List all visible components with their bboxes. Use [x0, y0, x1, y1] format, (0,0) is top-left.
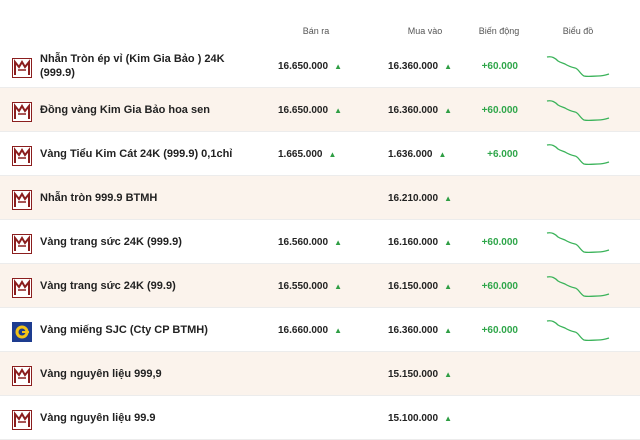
btmh-logo-icon — [12, 366, 32, 386]
up-arrow-icon: ▲ — [328, 149, 337, 159]
product-name[interactable]: Vàng Tiểu Kim Cát 24K (999.9) 0,1chỉ — [40, 148, 233, 160]
buy-price: 16.360.000 ▲ — [388, 308, 462, 352]
buy-price: 15.150.000 ▲ — [388, 352, 462, 396]
sparkline-chart[interactable] — [546, 318, 610, 344]
sell-price-value: 16.660.000 — [278, 324, 329, 336]
sparkline-chart[interactable] — [546, 230, 610, 256]
up-arrow-icon: ▲ — [444, 369, 452, 379]
sell-price-value: 16.550.000 — [278, 280, 329, 292]
up-arrow-icon: ▲ — [444, 193, 452, 203]
buy-price: 16.150.000 ▲ — [388, 264, 462, 308]
buy-price-value: 15.100.000 — [388, 412, 439, 424]
price-change: +60.000 — [481, 280, 518, 292]
buy-price: 16.210.000 ▲ — [388, 176, 462, 220]
up-arrow-icon: ▲ — [444, 413, 452, 423]
sell-price-value: 1.665.000 — [278, 148, 323, 160]
product-name[interactable]: Nhẫn tròn 999.9 BTMH — [40, 192, 158, 204]
table-row[interactable]: Vàng trang sức 24K (99.9) 16.550.000 ▲ 16.1… — [0, 264, 640, 308]
btmh-logo-icon — [12, 146, 32, 166]
product-name[interactable]: Vàng trang sức 24K (999.9) — [40, 236, 182, 248]
sparkline-chart[interactable] — [546, 98, 610, 124]
sjc-logo-icon — [12, 322, 32, 342]
table-row[interactable]: Vàng nguyên liệu 99.9 15.100.000 ▲ — [0, 396, 640, 440]
buy-price-value: 15.150.000 — [388, 368, 439, 380]
table-row[interactable]: Vàng trang sức 24K (999.9) 16.560.000 ▲ 16.… — [0, 220, 640, 264]
product-name[interactable]: Vàng nguyên liệu 999,9 — [40, 368, 162, 380]
table-row[interactable]: Vàng nguyên liệu 999,9 15.150.000 ▲ — [0, 352, 640, 396]
price-change: +60.000 — [481, 104, 518, 116]
sell-price: 16.560.000 ▲ — [278, 220, 352, 264]
sell-price: 16.550.000 ▲ — [278, 264, 352, 308]
buy-price: 16.360.000 ▲ — [388, 44, 462, 88]
sell-price-value: 16.560.000 — [278, 236, 329, 248]
sell-price: 1.665.000 ▲ — [278, 132, 352, 176]
product-name[interactable]: Đồng vàng Kim Gia Bảo hoa sen — [40, 104, 210, 116]
up-arrow-icon: ▲ — [444, 325, 452, 335]
sell-price-value: 16.650.000 — [278, 104, 329, 116]
table-row[interactable]: Đồng vàng Kim Gia Bảo hoa sen 16.650.000 ▲… — [0, 88, 640, 132]
buy-price-value: 16.160.000 — [388, 236, 439, 248]
buy-price-value: 16.360.000 — [388, 104, 439, 116]
btmh-logo-icon — [12, 102, 32, 122]
up-arrow-icon: ▲ — [334, 105, 342, 115]
up-arrow-icon: ▲ — [444, 61, 452, 71]
sell-price: 16.660.000 ▲ — [278, 308, 352, 352]
buy-price-value: 1.636.000 — [388, 148, 433, 160]
btmh-logo-icon — [12, 190, 32, 210]
buy-price: 16.160.000 ▲ — [388, 220, 462, 264]
up-arrow-icon: ▲ — [334, 281, 342, 291]
up-arrow-icon: ▲ — [444, 281, 452, 291]
table-row[interactable]: Vàng Tiểu Kim Cát 24K (999.9) 0,1chỉ 1.66… — [0, 132, 640, 176]
price-change: +60.000 — [481, 60, 518, 72]
btmh-logo-icon — [12, 234, 32, 254]
table-header: Bán ra Mua vào Biến động Biểu đồ — [0, 0, 640, 44]
buy-price-value: 16.150.000 — [388, 280, 439, 292]
sparkline-chart[interactable] — [546, 54, 610, 80]
up-arrow-icon: ▲ — [438, 149, 447, 159]
btmh-logo-icon — [12, 278, 32, 298]
product-name[interactable]: Vàng miếng SJC (Cty CP BTMH) — [40, 324, 208, 336]
buy-price-value: 16.210.000 — [388, 192, 439, 204]
up-arrow-icon: ▲ — [444, 237, 452, 247]
header-buy: Mua vào — [407, 26, 443, 36]
header-sell: Bán ra — [302, 26, 330, 36]
table-row[interactable]: Nhẫn Tròn ép vỉ (Kim Gia Bảo ) 24K (999.… — [0, 44, 640, 88]
table-row[interactable]: Vàng miếng SJC (Cty CP BTMH) 16.660.000 ▲ 1… — [0, 308, 640, 352]
sparkline-chart[interactable] — [546, 142, 610, 168]
product-name[interactable]: Vàng trang sức 24K (99.9) — [40, 280, 176, 292]
buy-price: 15.100.000 ▲ — [388, 396, 462, 440]
up-arrow-icon: ▲ — [334, 237, 342, 247]
price-change: +6.000 — [487, 148, 518, 160]
sell-price: 16.650.000 ▲ — [278, 44, 352, 88]
table-row[interactable]: Nhẫn tròn 999.9 BTMH 16.210.000 ▲ — [0, 176, 640, 220]
sell-price-value: 16.650.000 — [278, 60, 329, 72]
buy-price-value: 16.360.000 — [388, 324, 439, 336]
up-arrow-icon: ▲ — [334, 61, 342, 71]
header-chart: Biểu đồ — [562, 26, 594, 36]
table-body: Nhẫn Tròn ép vỉ (Kim Gia Bảo ) 24K (999.… — [0, 44, 640, 440]
header-change: Biến động — [478, 26, 520, 36]
price-change: +60.000 — [481, 324, 518, 336]
up-arrow-icon: ▲ — [444, 105, 452, 115]
price-change: +60.000 — [481, 236, 518, 248]
buy-price: 16.360.000 ▲ — [388, 88, 462, 132]
product-name[interactable]: Nhẫn Tròn ép vỉ (Kim Gia Bảo ) 24K (999.… — [40, 53, 225, 79]
product-name[interactable]: Vàng nguyên liệu 99.9 — [40, 412, 156, 424]
up-arrow-icon: ▲ — [334, 325, 342, 335]
sparkline-chart[interactable] — [546, 274, 610, 300]
buy-price: 1.636.000 ▲ — [388, 132, 462, 176]
btmh-logo-icon — [12, 410, 32, 430]
sell-price: 16.650.000 ▲ — [278, 88, 352, 132]
buy-price-value: 16.360.000 — [388, 60, 439, 72]
btmh-logo-icon — [12, 58, 32, 78]
